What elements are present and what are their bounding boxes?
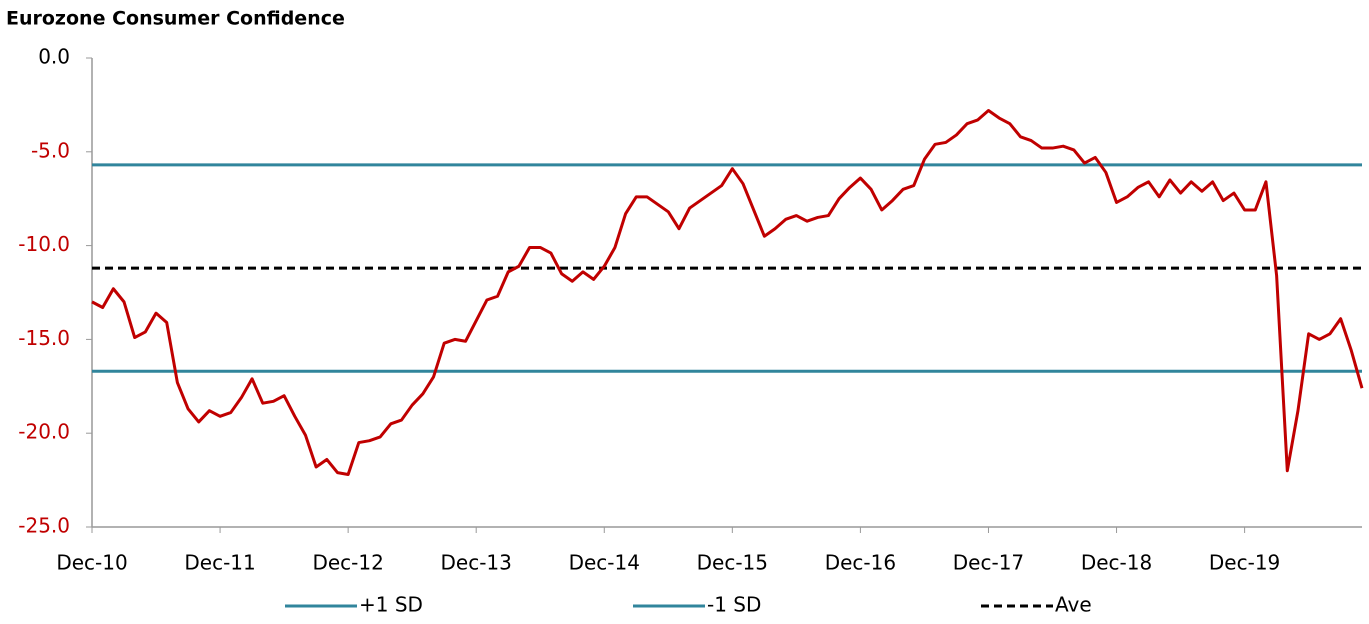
x-tick-label: Dec-12 (312, 551, 383, 575)
legend-label: Ave (1055, 593, 1092, 617)
y-tick-label: 0.0 (38, 45, 70, 69)
x-tick-label: Dec-16 (825, 551, 896, 575)
legend-label: -1 SD (707, 593, 761, 617)
data-line (91, 109, 1364, 476)
chart-title: Eurozone Consumer Confidence (6, 8, 345, 30)
y-tick-label: -10.0 (18, 232, 70, 256)
y-tick-label: -5.0 (31, 138, 70, 162)
x-tick-label: Dec-13 (441, 551, 512, 575)
y-tick-label: -20.0 (18, 420, 70, 444)
x-tick-label: Dec-15 (697, 551, 768, 575)
x-tick-label: Dec-19 (1209, 551, 1280, 575)
y-tick-label: -25.0 (18, 514, 70, 538)
x-tick-label: Dec-11 (184, 551, 255, 575)
x-tick-label: Dec-14 (569, 551, 640, 575)
x-tick-label: Dec-18 (1081, 551, 1152, 575)
y-tick-label: -15.0 (18, 326, 70, 350)
legend-label: +1 SD (359, 593, 423, 617)
x-tick-label: Dec-17 (953, 551, 1024, 575)
x-tick-label: Dec-10 (56, 551, 127, 575)
